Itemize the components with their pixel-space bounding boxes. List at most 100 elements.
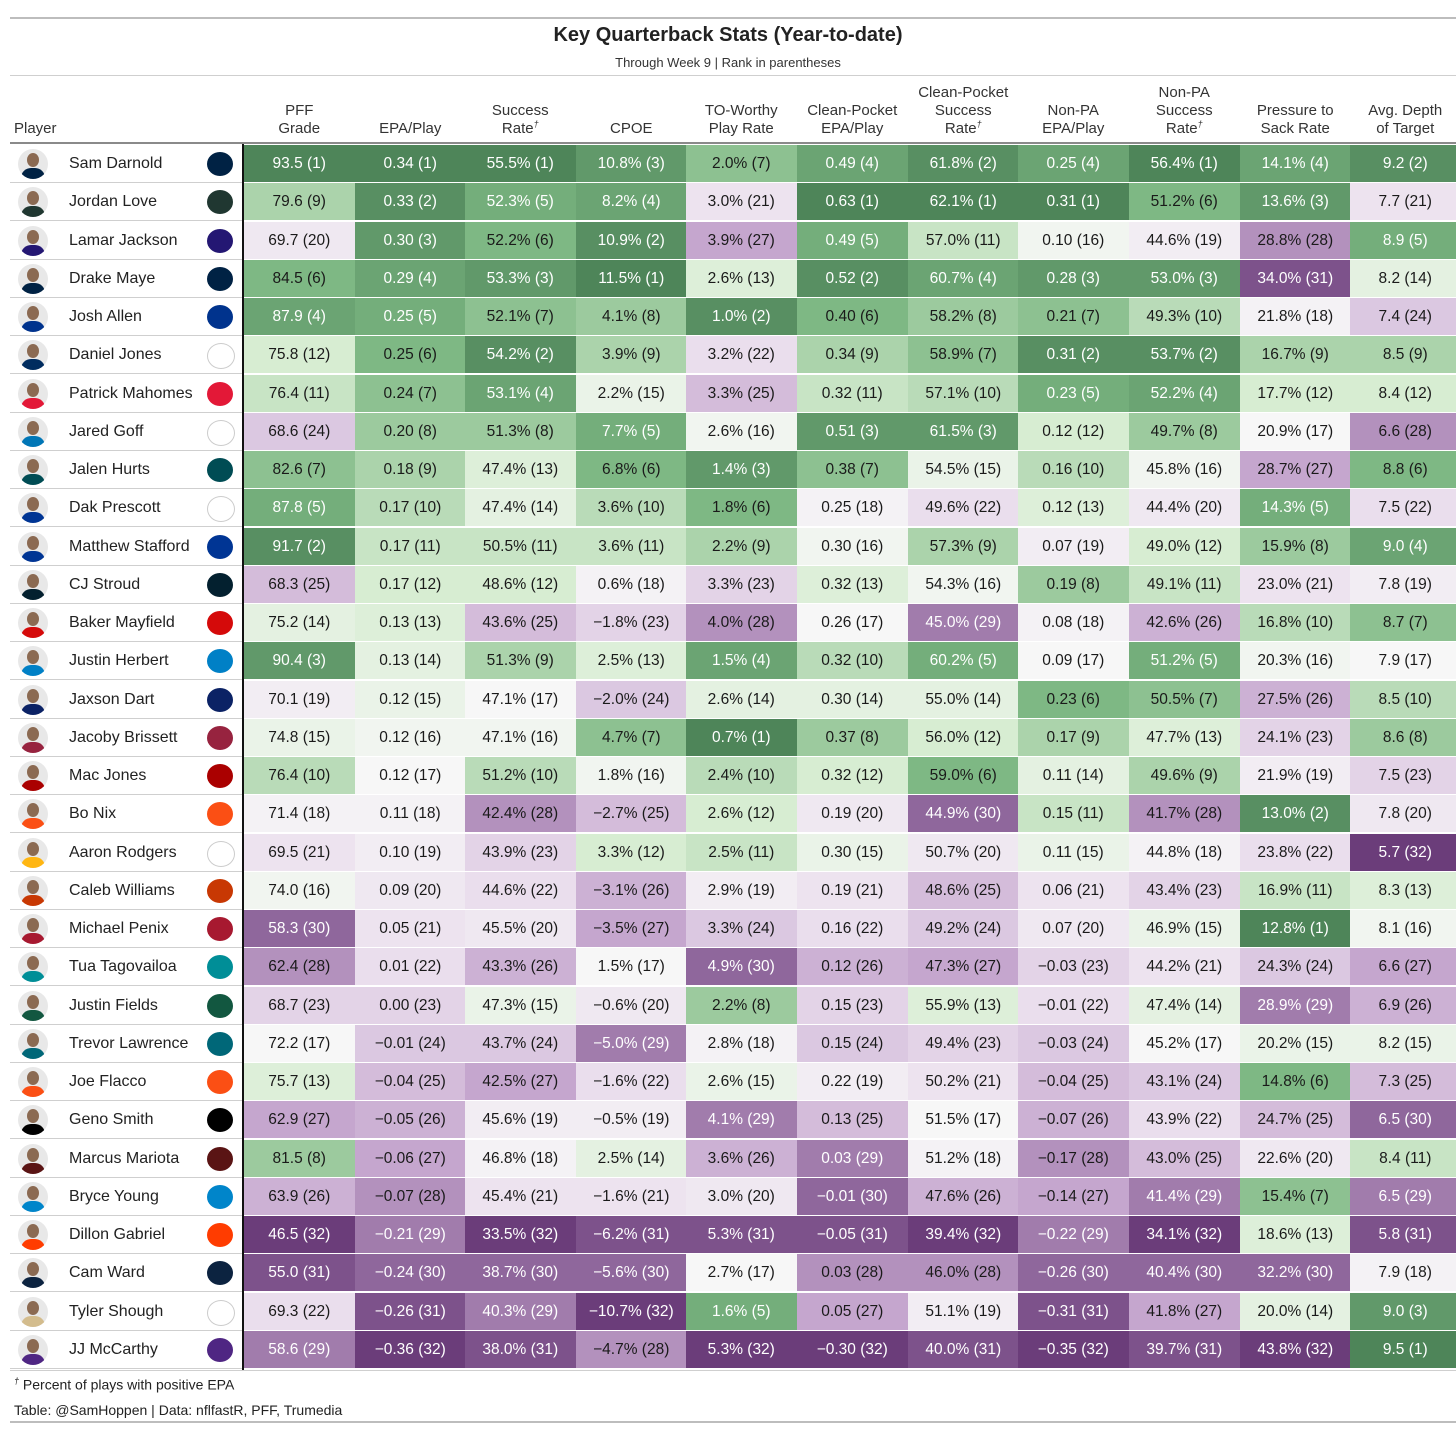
top-rule [10, 17, 1456, 19]
stat-cell-tow: 2.8% (18) [686, 1024, 797, 1062]
player-headshot [18, 1181, 48, 1212]
stat-cell-cpoe: 8.2% (4) [576, 183, 687, 221]
headshot-jersey [21, 435, 45, 447]
stat-cell-pts: 34.0% (31) [1240, 259, 1351, 297]
stat-cell-sr: 47.1% (16) [465, 718, 576, 756]
stat-cell-pff: 72.2 (17) [244, 1024, 355, 1062]
player-name: Matthew Stafford [69, 537, 190, 555]
player-headshot [18, 990, 48, 1021]
headshot-jersey [21, 474, 45, 485]
stat-cell-adot: 8.7 (7) [1350, 604, 1456, 641]
stat-cell-pff: 62.4 (28) [244, 948, 355, 986]
team-logo [207, 1184, 233, 1209]
player-headshot [18, 340, 48, 371]
player-name: Bryce Young [69, 1187, 159, 1205]
headshot-jersey [21, 588, 45, 600]
stat-cell-pff: 75.2 (14) [244, 604, 355, 641]
stat-cell-cpoe: 7.7% (5) [576, 412, 687, 450]
stat-cell-tow: 3.9% (27) [686, 221, 797, 259]
stat-cell-cpoe: 4.1% (8) [576, 298, 687, 335]
stat-cell-pff: 87.8 (5) [244, 489, 355, 527]
row-separator [10, 373, 242, 375]
stat-cell-npsr: 43.9% (22) [1129, 1101, 1240, 1139]
stat-cell-npepa: 0.17 (9) [1018, 718, 1129, 756]
stat-cell-adot: 9.2 (2) [1350, 145, 1456, 182]
stat-cell-npepa: 0.15 (11) [1018, 795, 1129, 833]
stat-cell-npsr: 47.7% (13) [1129, 718, 1240, 756]
stat-cell-adot: 6.5 (30) [1350, 1101, 1456, 1139]
column-header-pts: Pressure to Sack Rate [1240, 80, 1351, 138]
stat-cell-sr: 47.4% (14) [465, 489, 576, 527]
header-line-1: Non-PA [1047, 102, 1099, 119]
stat-cell-npsr: 47.4% (14) [1129, 986, 1240, 1024]
row-separator [10, 1291, 242, 1293]
stat-cell-cpsr: 61.5% (3) [908, 412, 1019, 450]
stat-cell-cpoe: −0.6% (20) [576, 986, 687, 1024]
team-logo [207, 572, 233, 597]
column-header-text: Non-PA EPA/Play [1042, 102, 1104, 138]
table-row: Trevor Lawrence 72.2 (17) −0.01 (24) 43.7% … [10, 1024, 1456, 1063]
stat-cell-npepa: 0.12 (13) [1018, 489, 1129, 527]
stat-cell-epa: 0.17 (12) [355, 565, 466, 603]
stat-cell-pff: 75.8 (12) [244, 336, 355, 374]
column-header-text: Pressure to Sack Rate [1257, 102, 1334, 138]
stat-cell-cpepa: 0.37 (8) [797, 718, 908, 756]
stat-cell-pts: 14.1% (4) [1240, 145, 1351, 182]
stat-cell-npsr: 45.8% (16) [1129, 451, 1240, 488]
stat-cell-cpepa: 0.38 (7) [797, 451, 908, 488]
team-logo [207, 1070, 233, 1094]
stat-cell-sr: 43.7% (24) [465, 1024, 576, 1062]
stat-cell-npepa: 0.25 (4) [1018, 145, 1129, 182]
stat-cell-npsr: 50.5% (7) [1129, 680, 1240, 718]
headshot-jersey [21, 1047, 45, 1059]
headshot-jersey [21, 206, 45, 218]
stat-cell-cpepa: 0.26 (17) [797, 604, 908, 641]
column-header-text: Avg. Depth of Target [1368, 102, 1442, 138]
stat-cell-cpoe: −10.7% (32) [576, 1292, 687, 1330]
stat-cell-sr: 45.5% (20) [465, 910, 576, 947]
player-headshot [18, 1143, 48, 1174]
table-row: Aaron Rodgers 69.5 (21) 0.10 (19) 43.9% (23… [10, 833, 1456, 872]
player-name: Jalen Hurts [69, 461, 150, 478]
stat-cell-pff: 63.9 (26) [244, 1177, 355, 1215]
stat-cell-epa: −0.21 (29) [355, 1216, 466, 1253]
stat-cell-npsr: 44.6% (19) [1129, 221, 1240, 259]
headshot-jersey [21, 512, 45, 524]
headshot-jersey [21, 550, 45, 562]
stat-cell-pff: 90.4 (3) [244, 642, 355, 680]
stat-cell-adot: 7.3 (25) [1350, 1063, 1456, 1100]
header-line-1: Avg. Depth [1368, 102, 1443, 119]
stat-cell-cpoe: 0.6% (18) [576, 565, 687, 603]
stat-cell-cpepa: 0.30 (16) [797, 527, 908, 565]
stat-cell-cpoe: −1.6% (21) [576, 1177, 687, 1215]
stat-cell-npsr: 51.2% (5) [1129, 642, 1240, 680]
stat-cell-pts: 22.6% (20) [1240, 1139, 1351, 1177]
headshot-jersey [21, 282, 45, 294]
column-header-text: Clean-Pocket EPA/Play [807, 102, 897, 138]
stat-cell-adot: 6.6 (27) [1350, 948, 1456, 986]
stat-cell-tow: 3.3% (23) [686, 565, 797, 603]
stat-cell-npsr: 41.8% (27) [1129, 1292, 1240, 1330]
stat-cell-npsr: 51.2% (6) [1129, 183, 1240, 221]
stat-cell-pff: 81.5 (8) [244, 1139, 355, 1177]
player-headshot [18, 799, 48, 830]
table-row: Justin Fields 68.7 (23) 0.00 (23) 47.3% (15… [10, 986, 1456, 1025]
stat-cell-cpsr: 46.0% (28) [908, 1254, 1019, 1292]
stat-cell-cpoe: −3.5% (27) [576, 910, 687, 947]
stat-cell-epa: 0.12 (15) [355, 680, 466, 718]
player-name: Jordan Love [69, 193, 158, 211]
player-headshot [18, 531, 48, 562]
table-row: Michael Penix 58.3 (30) 0.05 (21) 45.5% (20… [10, 910, 1456, 948]
column-header-text: Non-PA Success Rate† [1129, 84, 1240, 138]
stat-cell-epa: 0.30 (3) [355, 221, 466, 259]
header-rule [10, 142, 1456, 144]
stat-cell-sr: 54.2% (2) [465, 336, 576, 374]
stat-cell-cpoe: 3.9% (9) [576, 336, 687, 374]
team-logo [207, 496, 235, 523]
stat-cell-pts: 32.2% (30) [1240, 1254, 1351, 1292]
header-line-2: EPA/Play [379, 120, 442, 137]
stat-cell-pts: 15.4% (7) [1240, 1177, 1351, 1215]
headshot-head [27, 879, 39, 894]
headshot-jersey [21, 741, 45, 753]
stat-cell-cpsr: 44.9% (30) [908, 795, 1019, 833]
